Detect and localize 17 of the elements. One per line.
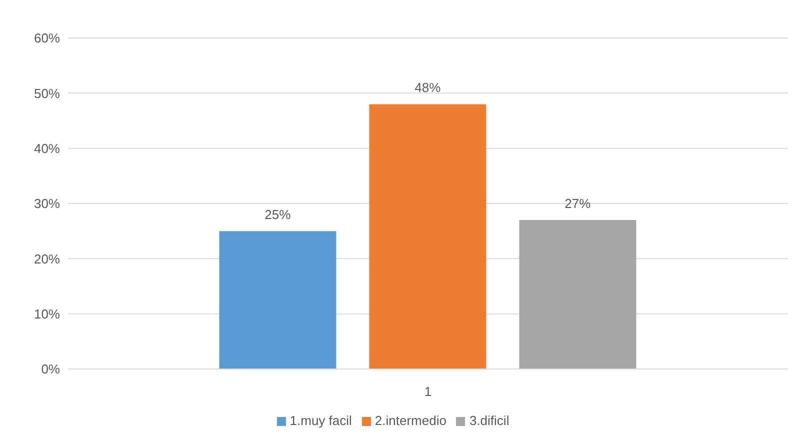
legend-label: 2.intermedio: [374, 413, 446, 428]
y-tick-label: 10%: [34, 306, 60, 322]
legend-label: 1.muy facil: [290, 413, 352, 428]
data-label: 27%: [564, 196, 592, 212]
y-tick-label: 60%: [34, 30, 60, 46]
y-tick-label: 0%: [41, 362, 60, 377]
legend-label: 3.dificil: [469, 413, 510, 428]
data-label: 48%: [414, 80, 442, 96]
bar: [369, 104, 486, 369]
data-label: 25%: [264, 207, 292, 222]
x-tick-label: 1: [424, 384, 432, 400]
y-tick-label: 20%: [34, 251, 60, 266]
y-tick-label: 30%: [34, 196, 60, 212]
y-tick-label: 40%: [34, 140, 60, 156]
bar: [519, 220, 636, 369]
y-tick-label: 50%: [34, 86, 60, 101]
bar: [219, 231, 336, 369]
